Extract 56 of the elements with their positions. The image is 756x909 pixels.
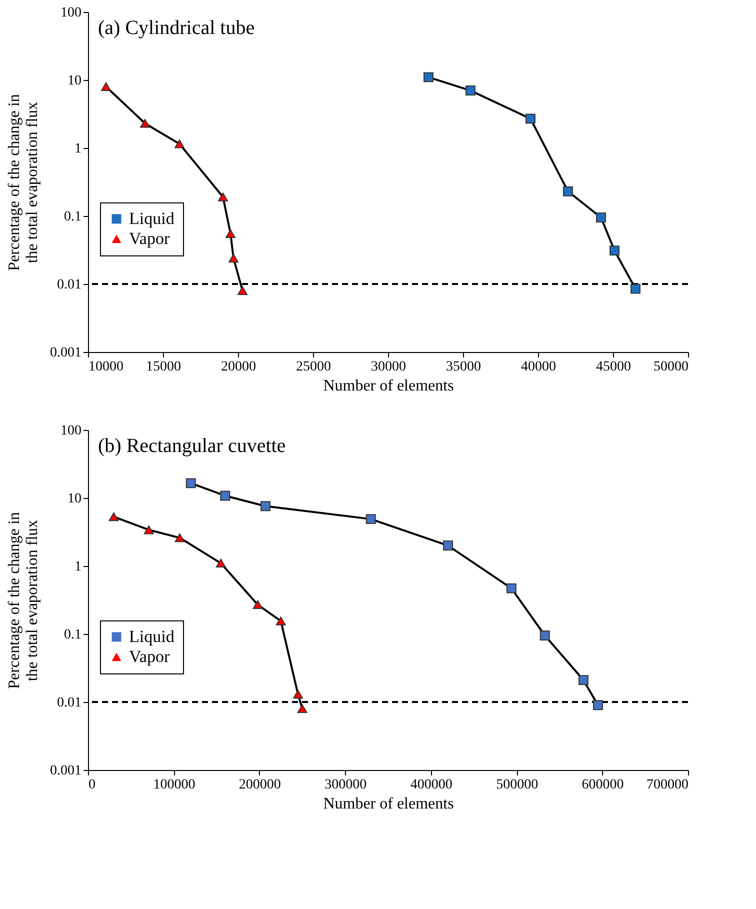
point [593,700,603,710]
point [186,478,196,488]
point [276,616,286,626]
x-tick-label: 100000 [153,778,196,792]
y-tick-label: 1 [74,560,82,574]
y-tick-label: 0.001 [50,764,82,778]
y-tick-label: 10 [68,74,82,88]
point [293,690,303,699]
chart-title: (a) Cylindrical tube [98,17,255,39]
x-tick-label: 30000 [371,360,406,374]
point [578,675,588,686]
x-tick-label: 10000 [88,360,124,374]
point [220,490,230,501]
x-tick-label: 0 [88,778,96,792]
x-tick-label: 300000 [324,778,367,792]
y-tick-label: 1 [74,142,82,156]
legend-label: Vapor [129,228,170,248]
y-tick-label: 0.1 [64,628,82,642]
x-tick-label: 400000 [410,778,452,792]
x-tick-label: 50000 [654,360,688,374]
x-tick-label: 500000 [496,778,538,792]
point [252,600,263,610]
x-tick-label: 25000 [296,360,331,374]
y-tick-label: 0.01 [57,696,82,710]
y-axis-title: Percentage of the change in the total evaporation flux [6,512,41,689]
y-axis-title: Percentage of the change in the total evaporation flux [6,94,41,271]
point [506,583,516,594]
point [297,704,308,713]
point [174,533,185,542]
x-tick-label: 700000 [646,778,688,792]
y-tick-label: 100 [60,424,82,438]
y-tick-label: 0.001 [50,346,82,360]
y-tick-label: 10 [68,492,82,506]
y-tick-label: 0.1 [64,210,82,224]
legend-label: Liquid [129,626,175,646]
legend-label: Liquid [129,208,175,228]
legend-label: Vapor [129,646,170,666]
x-tick-label: 45000 [596,360,631,374]
x-tick-label: 15000 [146,360,181,374]
point [144,525,154,534]
x-tick-label: 600000 [582,778,624,792]
chart-title: (b) Rectangular cuvette [98,435,286,457]
point [443,540,453,550]
x-tick-label: 200000 [238,778,281,792]
point [108,512,119,522]
point [216,558,226,568]
x-tick-label: 35000 [446,360,481,374]
y-tick-label: 100 [60,6,82,20]
point [260,501,270,512]
x-tick-label: 40000 [521,360,556,374]
x-axis-title: Number of elements [323,378,454,394]
point [540,630,550,640]
x-axis-title: Number of elements [323,796,454,812]
y-tick-label: 0.01 [57,278,82,292]
x-tick-label: 20000 [221,360,256,374]
point [366,514,376,524]
